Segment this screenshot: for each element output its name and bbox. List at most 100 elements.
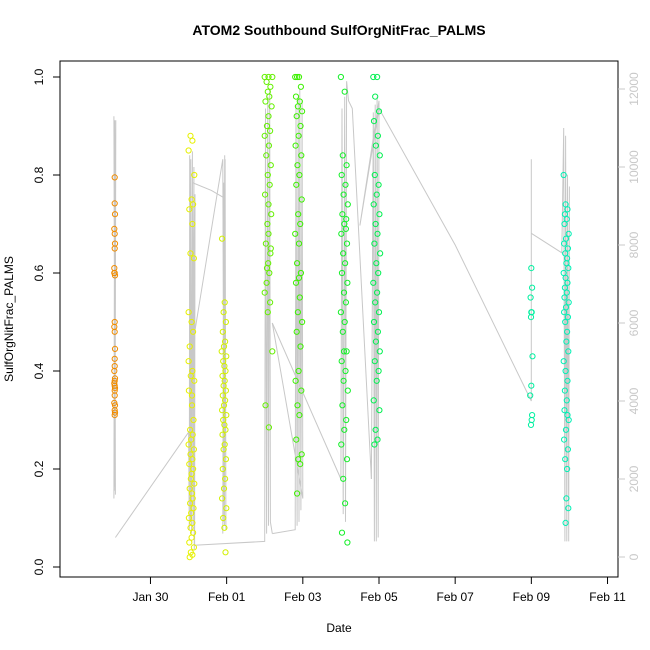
- data-point: [295, 367, 302, 375]
- data-point: [528, 265, 535, 272]
- data-point: [265, 230, 272, 237]
- data-point: [263, 122, 271, 130]
- data-point: [262, 98, 269, 105]
- data-point: [529, 284, 536, 291]
- data-point: [188, 436, 195, 443]
- data-point: [111, 174, 118, 181]
- data-point: [188, 402, 196, 409]
- data-point: [562, 426, 570, 433]
- data-point: [565, 348, 572, 355]
- data-point: [292, 73, 299, 81]
- data-point: [111, 345, 119, 352]
- data-point: [220, 514, 227, 522]
- data-point: [374, 436, 381, 443]
- data-point: [220, 446, 227, 453]
- data-point: [219, 372, 226, 379]
- data-point: [292, 142, 299, 149]
- data-point: [370, 318, 378, 326]
- data-point: [372, 142, 379, 149]
- data-point: [340, 348, 348, 355]
- data-point: [563, 216, 570, 223]
- data-point: [297, 461, 304, 468]
- data-point: [562, 456, 569, 463]
- data-point: [343, 240, 351, 247]
- data-point: [187, 426, 194, 433]
- data-point: [220, 343, 228, 350]
- data-point: [340, 191, 347, 198]
- data-point: [293, 181, 300, 188]
- data-point: [111, 367, 118, 375]
- data-point: [190, 255, 197, 262]
- data-point: [221, 524, 228, 531]
- data-point: [375, 269, 382, 277]
- data-point: [371, 240, 378, 247]
- data-point: [341, 88, 348, 95]
- data-point: [564, 377, 571, 384]
- data-point: [191, 480, 198, 487]
- data-point: [190, 544, 197, 551]
- data-point: [375, 309, 383, 316]
- data-point: [338, 171, 345, 179]
- data-point: [565, 230, 572, 237]
- data-point: [529, 353, 536, 360]
- y2-tick-label: 6000: [627, 309, 641, 336]
- data-point: [186, 206, 193, 213]
- data-point: [294, 260, 301, 267]
- x-tick-label: Feb 07: [436, 590, 474, 604]
- data-point: [185, 147, 192, 154]
- data-point: [337, 73, 344, 81]
- data-point: [223, 353, 230, 360]
- data-point: [187, 372, 194, 379]
- data-point: [342, 367, 349, 375]
- data-point: [188, 392, 196, 399]
- data-point: [187, 475, 194, 482]
- data-point: [188, 509, 195, 517]
- data-point: [219, 392, 226, 399]
- data-point: [337, 309, 344, 316]
- data-point: [339, 328, 346, 335]
- data-point: [344, 201, 351, 208]
- data-point: [561, 407, 568, 414]
- x-tick-label: Feb 11: [589, 590, 626, 604]
- data-point: [294, 490, 301, 497]
- data-point: [186, 461, 193, 468]
- y2-axis-altitude: 0 2000 4000 6000 8000 10000 12000: [618, 72, 641, 560]
- x-tick-label: Feb 05: [360, 590, 398, 604]
- data-point: [377, 250, 384, 257]
- data-point: [222, 426, 229, 433]
- data-point: [188, 318, 195, 326]
- data-point: [269, 73, 276, 81]
- data-point: [265, 201, 272, 208]
- data-point: [111, 355, 118, 362]
- data-point: [340, 475, 347, 482]
- data-point: [564, 446, 572, 453]
- x-axis-label: Date: [326, 621, 352, 635]
- data-point: [564, 465, 571, 473]
- data-point: [299, 318, 306, 326]
- data-point: [267, 127, 274, 134]
- data-point: [298, 451, 305, 458]
- data-point: [374, 230, 381, 237]
- data-point: [374, 289, 381, 296]
- data-point: [376, 407, 383, 414]
- data-point: [340, 250, 347, 257]
- data-point: [527, 421, 535, 428]
- y2-tick-label: 0: [627, 553, 641, 560]
- data-point: [111, 230, 118, 237]
- data-point: [292, 93, 300, 100]
- data-point: [343, 456, 351, 463]
- data-point: [220, 485, 228, 492]
- data-point: [293, 328, 300, 335]
- data-point: [375, 367, 382, 375]
- data-point: [371, 171, 378, 179]
- data-point: [263, 265, 271, 272]
- data-point: [374, 328, 381, 335]
- data-point: [338, 230, 345, 237]
- data-point: [268, 103, 275, 110]
- data-point: [561, 220, 568, 228]
- data-point: [372, 338, 379, 345]
- data-point: [111, 269, 118, 277]
- data-point: [373, 377, 380, 384]
- data-point: [266, 93, 273, 100]
- data-point: [297, 220, 304, 228]
